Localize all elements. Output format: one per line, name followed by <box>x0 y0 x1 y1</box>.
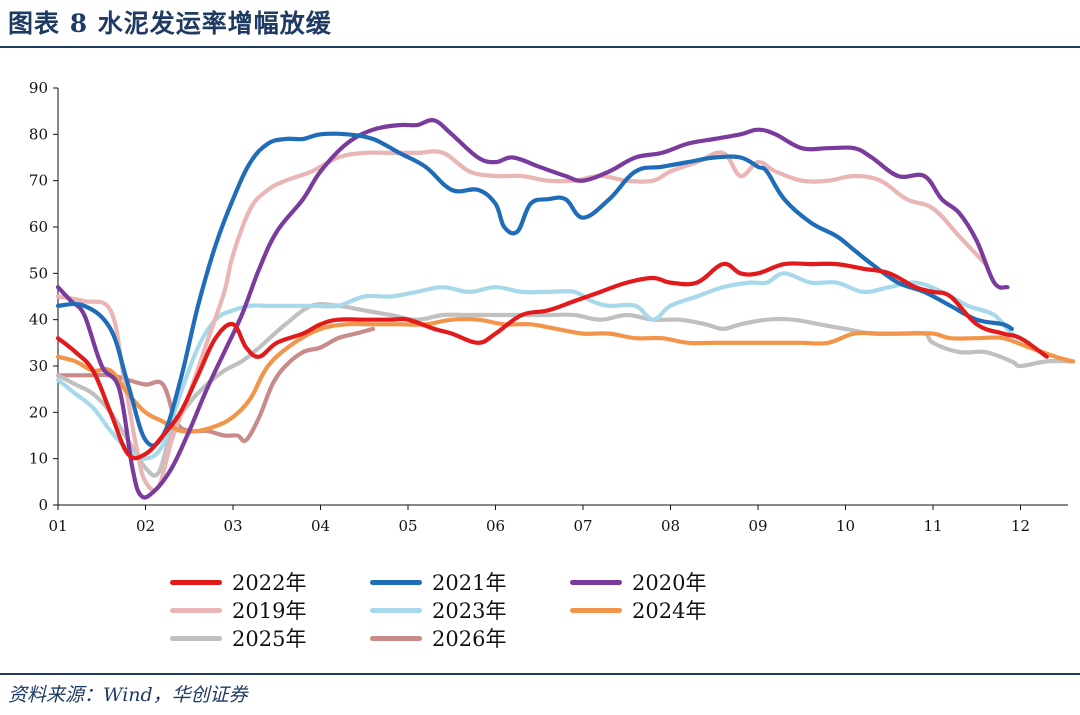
y-tick-label: 80 <box>29 125 48 143</box>
legend-item: 2021年 <box>370 568 506 596</box>
y-tick-label: 90 <box>29 79 48 97</box>
y-tick-label: 20 <box>29 403 48 421</box>
x-tick-label: 07 <box>573 517 592 535</box>
legend-label: 2024年 <box>632 599 707 623</box>
legend-swatch <box>370 579 422 585</box>
y-tick-label: 10 <box>29 450 48 468</box>
legend-label: 2022年 <box>232 571 307 595</box>
legend-item: 2023年 <box>370 596 506 624</box>
legend-swatch <box>570 579 622 585</box>
x-tick-label: 05 <box>398 517 417 535</box>
y-tick-label: 40 <box>29 311 48 329</box>
chart-series <box>55 118 1076 500</box>
y-tick-label: 0 <box>38 496 48 514</box>
x-tick-label: 11 <box>923 517 942 535</box>
legend-item: 2026年 <box>370 624 506 652</box>
legend-item: 2022年 <box>170 568 306 596</box>
title-bar: 图表 8 水泥发运率增幅放缓 <box>0 0 1080 48</box>
x-tick-label: 01 <box>48 517 67 535</box>
legend-label: 2019年 <box>232 599 307 623</box>
legend-item: 2019年 <box>170 596 306 624</box>
legend-swatch <box>370 607 422 613</box>
y-tick-label: 30 <box>29 357 48 375</box>
series-line-1 <box>55 131 1014 448</box>
legend-label: 2023年 <box>432 599 507 623</box>
title-divider <box>0 46 1080 48</box>
x-tick-label: 08 <box>661 517 680 535</box>
y-tick-label: 50 <box>29 264 48 282</box>
legend-item: 2025年 <box>170 624 306 652</box>
y-tick-label: 70 <box>29 172 48 190</box>
legend-swatch <box>170 579 222 585</box>
chart-axes: 0 10 20 30 40 50 60 70 80 90 01 02 03 04 05 06 07 08 09 10 1… <box>29 79 1068 535</box>
legend-label: 2026年 <box>432 627 507 651</box>
legend-label: 2025年 <box>232 627 307 651</box>
x-tick-label: 12 <box>1011 517 1030 535</box>
series-line-2 <box>55 118 1010 500</box>
legend-label: 2020年 <box>632 571 707 595</box>
x-tick-label: 04 <box>311 517 330 535</box>
y-tick-label: 60 <box>29 218 48 236</box>
series-line-4 <box>55 271 1032 461</box>
source-note: 资料来源：Wind，华创证券 <box>8 684 248 706</box>
legend-swatch <box>170 635 222 641</box>
legend-swatch <box>370 635 422 641</box>
series-line-7 <box>55 326 376 444</box>
line-chart: 0 10 20 30 40 50 60 70 80 90 01 02 03 04 05 06 07 08 09 10 1… <box>29 79 1076 535</box>
legend-item: 2020年 <box>570 568 706 596</box>
x-tick-label: 09 <box>748 517 767 535</box>
x-tick-label: 03 <box>223 517 242 535</box>
series-line-5 <box>55 316 1076 434</box>
series-line-0 <box>55 261 1049 461</box>
x-tick-label: 10 <box>836 517 855 535</box>
legend-swatch <box>170 607 222 613</box>
footer-divider <box>0 673 1080 675</box>
page-title: 图表 8 水泥发运率增幅放缓 <box>8 9 332 38</box>
series-line-3 <box>55 149 988 493</box>
x-tick-label: 06 <box>486 517 505 535</box>
legend-swatch <box>570 607 622 613</box>
legend-item: 2024年 <box>570 596 706 624</box>
legend-label: 2021年 <box>432 571 507 595</box>
x-tick-label: 02 <box>136 517 155 535</box>
